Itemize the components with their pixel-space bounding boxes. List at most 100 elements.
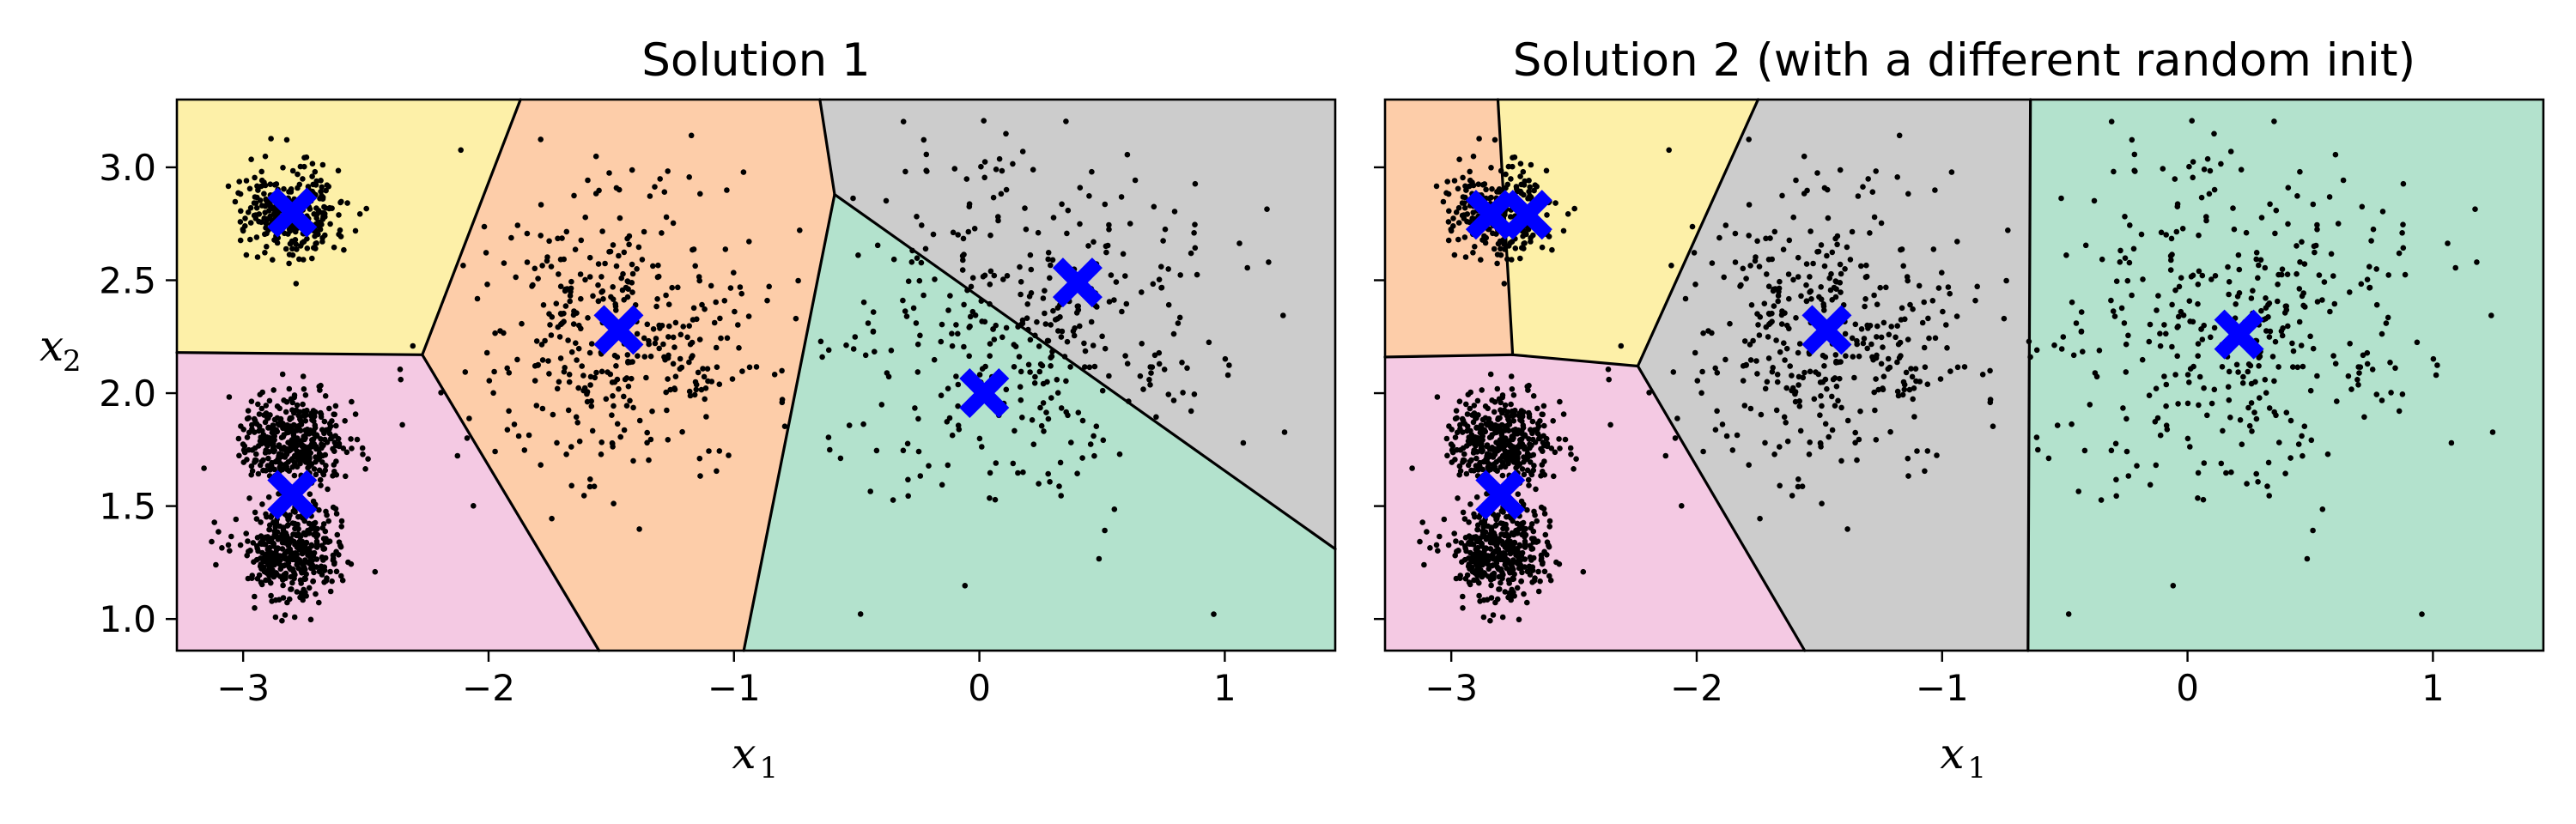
data-point xyxy=(1940,308,1946,315)
data-point xyxy=(2321,279,2328,285)
data-point xyxy=(454,452,461,459)
data-point xyxy=(1443,190,1449,197)
data-point xyxy=(825,434,832,440)
data-point xyxy=(2058,195,2064,202)
data-point xyxy=(258,563,264,570)
data-point xyxy=(1849,228,1856,235)
data-point xyxy=(1161,367,1168,373)
data-point xyxy=(1501,542,1508,548)
data-point xyxy=(265,566,272,573)
data-point xyxy=(1765,283,1772,290)
data-point xyxy=(1864,345,1870,352)
data-point xyxy=(855,252,861,258)
data-point xyxy=(282,571,289,578)
data-point xyxy=(2334,398,2340,404)
data-point xyxy=(1498,432,1505,439)
data-point xyxy=(1780,246,1787,253)
data-point xyxy=(956,427,963,433)
data-point xyxy=(1036,343,1042,349)
data-point xyxy=(910,305,917,312)
data-point xyxy=(865,320,872,326)
data-point xyxy=(607,371,614,378)
data-point xyxy=(1025,361,1032,368)
data-point xyxy=(1147,382,1153,388)
data-point xyxy=(1503,171,1509,178)
data-point xyxy=(976,372,983,378)
data-point xyxy=(2198,326,2204,332)
data-point xyxy=(538,136,544,142)
data-point xyxy=(1528,428,1535,434)
decision-boundary xyxy=(1383,353,1515,359)
data-point xyxy=(2364,276,2371,283)
data-point xyxy=(1087,441,1094,447)
data-point xyxy=(1188,250,1194,257)
data-point xyxy=(2126,259,2133,266)
data-point xyxy=(252,605,258,611)
data-point xyxy=(722,246,729,252)
data-point xyxy=(291,614,298,621)
data-point xyxy=(2125,473,2132,479)
data-point xyxy=(253,204,260,211)
data-point xyxy=(553,300,560,307)
data-point xyxy=(1244,264,1250,271)
data-point xyxy=(1498,245,1504,252)
data-point xyxy=(1449,427,1455,433)
data-point xyxy=(556,379,562,385)
data-point xyxy=(258,168,265,175)
data-point xyxy=(610,444,616,450)
data-point xyxy=(1817,412,1823,419)
data-point xyxy=(692,379,699,385)
data-point xyxy=(1525,454,1531,460)
data-point xyxy=(1904,274,1911,280)
data-point xyxy=(574,420,580,426)
data-point xyxy=(661,189,668,195)
data-point xyxy=(1528,161,1534,168)
data-point xyxy=(1061,354,1068,360)
x-tick-label: −1 xyxy=(1916,667,1969,709)
data-point xyxy=(2347,289,2353,295)
data-point xyxy=(321,418,328,425)
data-point xyxy=(2196,373,2203,380)
data-point xyxy=(862,352,869,359)
data-point xyxy=(2300,302,2306,309)
data-point xyxy=(2290,364,2296,370)
data-point xyxy=(2163,381,2170,388)
data-point xyxy=(1873,168,1879,174)
data-point xyxy=(1455,236,1461,243)
data-point xyxy=(2146,338,2153,345)
data-point xyxy=(2157,432,2164,439)
y-axis-label: x xyxy=(39,321,64,371)
data-point xyxy=(1465,391,1472,398)
data-point xyxy=(247,236,253,243)
data-point xyxy=(2358,281,2365,288)
data-point xyxy=(310,552,317,559)
data-point xyxy=(764,297,770,304)
data-point xyxy=(319,221,325,227)
y-tick-label: 3.0 xyxy=(99,147,156,189)
data-point xyxy=(629,167,635,173)
data-point xyxy=(2472,206,2478,212)
data-point xyxy=(949,330,955,337)
data-point xyxy=(324,439,331,445)
data-point xyxy=(595,298,602,305)
data-point xyxy=(1077,221,1083,227)
data-point xyxy=(1484,451,1491,457)
data-point xyxy=(1878,360,1885,367)
data-point xyxy=(1765,355,1772,361)
data-point xyxy=(2211,324,2218,331)
data-point xyxy=(817,338,824,345)
data-point xyxy=(1171,209,1178,215)
data-point xyxy=(568,444,574,450)
data-point xyxy=(1902,316,1908,323)
data-point xyxy=(301,445,307,451)
data-point xyxy=(291,472,298,479)
data-point xyxy=(578,325,584,332)
data-point xyxy=(2172,176,2178,182)
data-point xyxy=(338,573,344,579)
data-point xyxy=(964,287,970,294)
data-point xyxy=(1877,284,1883,291)
data-point xyxy=(2327,308,2333,315)
data-point xyxy=(1499,614,1506,621)
data-point xyxy=(1907,301,1913,308)
data-point xyxy=(1712,365,1718,372)
